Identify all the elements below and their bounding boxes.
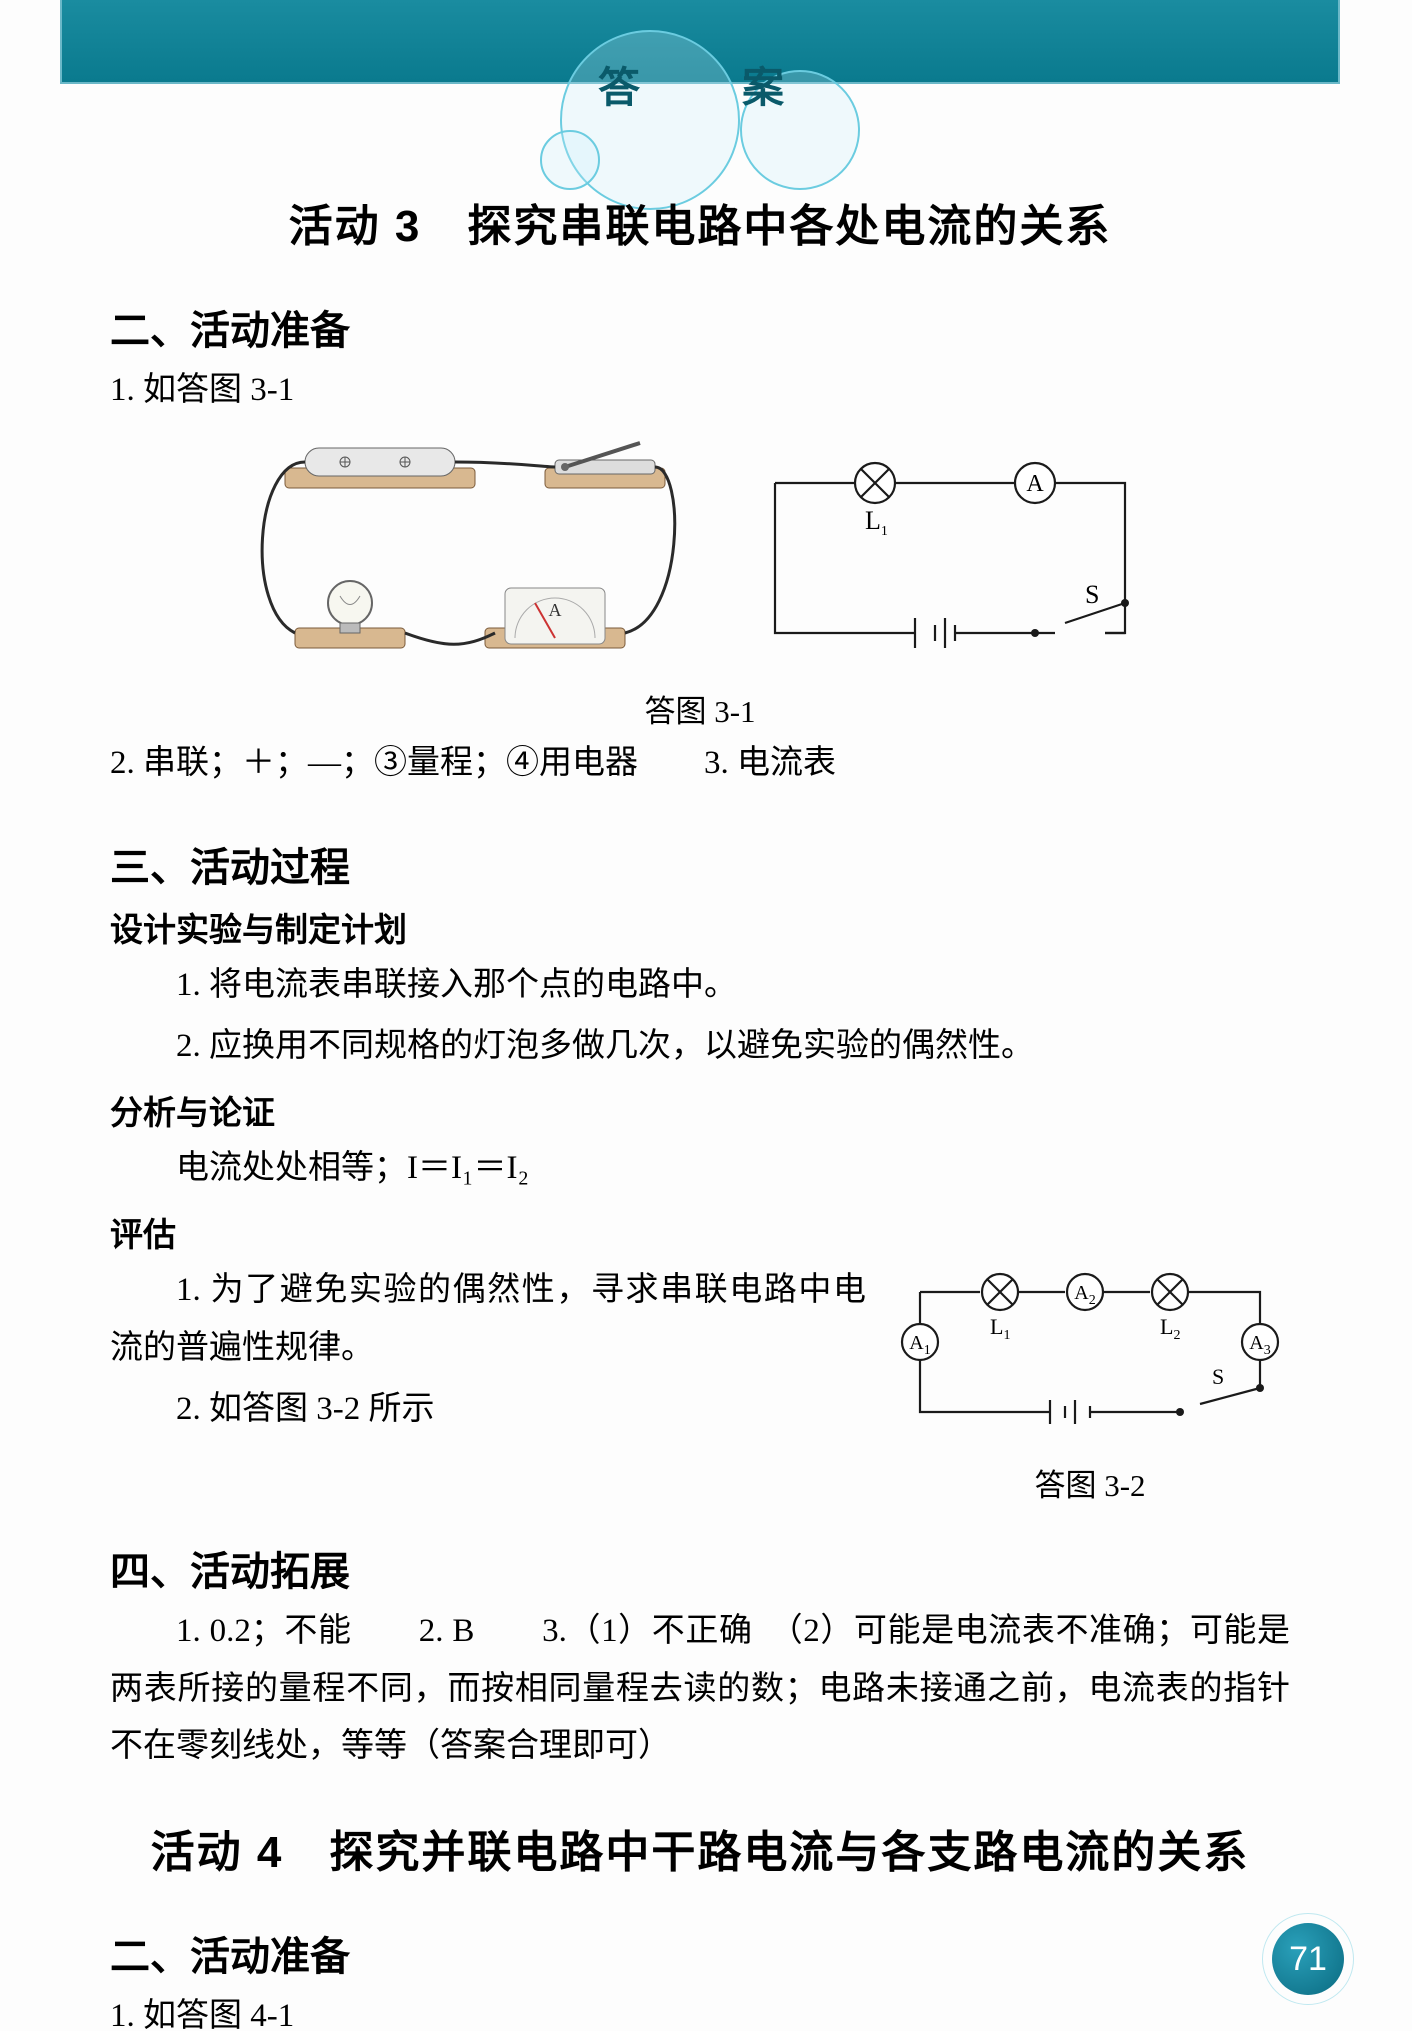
figure-3-1-row: A [110,438,1290,678]
content: 活动 3 探究串联电路中各处电流的关系 二、活动准备 1. 如答图 3-1 [110,160,1290,2031]
svg-text:S: S [1212,1364,1224,1389]
figure-3-2: A2 L1 L2 A1 A3 S [890,1262,1290,1505]
activity3-s4-l1: 1. 0.2；不能 2. B 3.（1）不正确 （2）可能是电流表不准确；可能是… [110,1603,1290,1776]
switch-s-label: S [1085,580,1099,609]
activity3-title: 活动 3 探究串联电路中各处电流的关系 [110,190,1290,254]
activity3-s3-sub3: 评估 [110,1208,1290,1256]
ammeter-a-label: A [1026,471,1044,497]
svg-text:A: A [549,600,562,620]
svg-text:L1: L1 [990,1314,1010,1343]
header-title: 答 案 [0,54,1412,115]
activity3-s2-l2: 2. 串联；＋；—；③量程；④用电器 3. 电流表 [110,735,1290,793]
activity3-s2-heading: 二、活动准备 [110,298,1290,356]
schematic-3-1-svg: L1 A S [735,453,1165,663]
activity3-s3-sub1: 设计实验与制定计划 [110,903,1290,951]
svg-text:L2: L2 [1160,1314,1180,1343]
figure-3-2-caption: 答图 3-2 [1034,1460,1145,1505]
figure-3-1-caption: 答图 3-1 [110,686,1290,731]
figure-3-1-schematic: L1 A S [735,453,1165,663]
page: 答 案 活动 3 探究串联电路中各处电流的关系 二、活动准备 1. 如答图 3-… [0,0,1412,2031]
activity3-s2-l1: 1. 如答图 3-1 [110,362,1290,420]
physical-circuit-svg: A [235,438,695,678]
activity3-s3-heading: 三、活动过程 [110,835,1290,893]
activity3-s4-heading: 四、活动拓展 [110,1539,1290,1597]
schematic-3-2-svg: A2 L1 L2 A1 A3 S [890,1262,1290,1442]
activity3-s3-l2: 2. 应换用不同规格的灯泡多做几次，以避免实验的偶然性。 [110,1018,1290,1076]
activity4-s2-heading: 二、活动准备 [110,1924,1290,1982]
activity4-s2-l1: 1. 如答图 4-1 [110,1988,1290,2031]
activity4-title: 活动 4 探究并联电路中干路电流与各支路电流的关系 [110,1816,1290,1880]
activity3-s3-l3: 电流处处相等；I＝I₁＝I₂ [110,1140,1290,1198]
activity3-s3-l1: 1. 将电流表串联接入那个点的电路中。 [110,957,1290,1015]
page-number: 71 [1272,1923,1344,1995]
figure-3-1-physical: A [235,438,695,678]
activity3-s3-sub2: 分析与论证 [110,1086,1290,1134]
lamp-l1-label: L1 [865,506,888,539]
